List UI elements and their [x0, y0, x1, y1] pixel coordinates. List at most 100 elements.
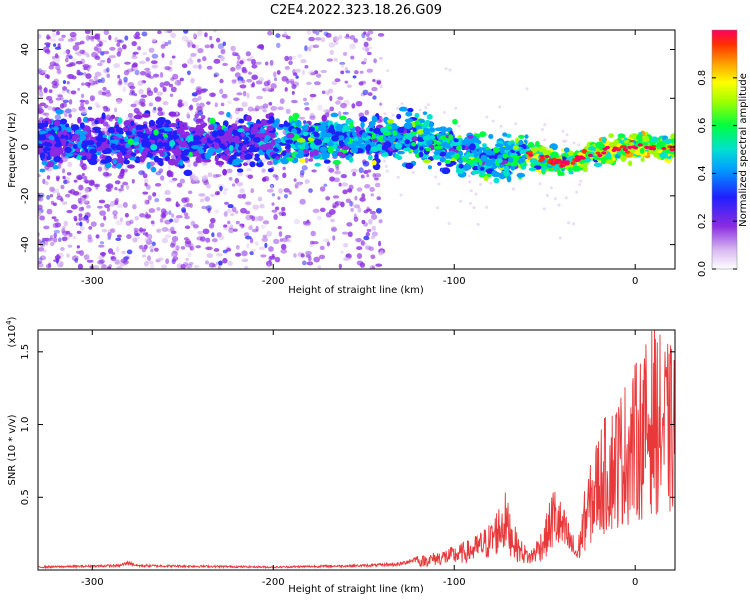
spectrogram-cell: [87, 106, 93, 110]
spectrogram-cell: [51, 32, 57, 38]
spectrogram-cell: [335, 100, 341, 105]
spectrogram-cell: [326, 241, 330, 247]
spectrogram-cell: [56, 69, 62, 75]
spectrogram-cell: [291, 55, 297, 60]
spectrogram-cell: [241, 250, 248, 257]
spectrogram-cell: [125, 184, 130, 190]
spectrogram-cell: [97, 166, 103, 172]
spectrogram-cell: [102, 86, 107, 92]
spectrogram-cell: [95, 50, 102, 54]
spectrogram-cell: [571, 165, 581, 172]
spectrogram-cell: [120, 168, 125, 174]
spectrogram-cell: [45, 161, 55, 168]
spectrogram-cell: [228, 176, 233, 181]
spectrogram-cell: [49, 241, 55, 246]
spectrogram-cell: [444, 67, 448, 71]
spectrogram-cell: [113, 63, 120, 69]
spectrogram-cell: [329, 176, 335, 182]
spectrogram-cell: [106, 107, 111, 112]
spectrogram-cell: [79, 49, 85, 55]
spectrogram-cell: [127, 138, 134, 145]
spectrogram-cell: [338, 34, 343, 40]
spectrogram-cell: [468, 180, 472, 184]
spectrogram-cell: [414, 112, 420, 119]
spectrogram-cell: [407, 107, 414, 113]
spectrogram-cell: [88, 64, 92, 69]
spectrogram-cell: [360, 121, 365, 129]
spectrogram-cell: [439, 156, 446, 163]
spectrogram-cell: [160, 175, 165, 181]
spectrogram-cell: [572, 222, 576, 226]
spectrogram-cell: [38, 68, 43, 73]
spectrogram-cell: [46, 194, 51, 200]
spectrogram-cell: [271, 202, 275, 206]
spectrogram-cell: [323, 183, 328, 187]
spectrogram-cell: [538, 145, 547, 153]
spectrogram-cell: [371, 231, 378, 237]
spectrogram-cell: [254, 143, 260, 148]
spectrogram-cell: [379, 102, 383, 106]
spectrogram-cell: [105, 172, 113, 177]
spectrogram-cell: [132, 140, 140, 146]
colorbar-tick-label: 0.2: [697, 213, 708, 229]
spectrogram-cell: [60, 138, 67, 143]
spectrogram-cell: [205, 237, 211, 243]
spectrogram-cell: [67, 73, 75, 80]
spectrogram-cell: [116, 99, 122, 105]
spectrogram-cell: [51, 216, 57, 220]
spectrogram-cell: [448, 68, 452, 72]
spectrogram-cell: [84, 187, 90, 194]
spectrogram-cell: [261, 168, 266, 173]
spectrogram-cell: [464, 153, 469, 161]
spectrogram-cell: [81, 142, 88, 149]
spectrogram-cell: [318, 254, 326, 260]
spectrogram-cell: [117, 74, 121, 79]
spectrogram-cell: [246, 168, 253, 172]
spectrogram-cell: [196, 30, 203, 37]
spectrogram-cell: [371, 265, 376, 269]
spectrogram-cell: [80, 102, 85, 107]
spectrogram-cell: [38, 33, 42, 39]
spectrogram-cell: [64, 146, 72, 154]
spectrogram-cell: [53, 155, 62, 163]
spectrogram-cell: [282, 166, 286, 171]
spectrogram-cell: [92, 80, 98, 85]
spectrogram-cell: [179, 126, 189, 130]
spectrogram-cell: [334, 201, 339, 207]
spectrogram-cell: [231, 79, 237, 84]
spectrogram-cell: [351, 103, 356, 109]
spectrogram-cell: [100, 222, 105, 228]
spectrogram-cell: [579, 179, 583, 183]
spectrogram-marks: [38, 30, 675, 269]
spectrogram-cell: [620, 154, 627, 162]
spectrogram-cell: [204, 44, 211, 49]
spectrogram-cell: [667, 145, 673, 149]
spectrogram-cell: [261, 177, 267, 182]
spectrogram-cell: [250, 188, 255, 194]
spectrogram-cell: [312, 149, 319, 156]
spectrogram-cell: [238, 79, 242, 85]
spectrogram-cell: [133, 114, 143, 120]
spectrogram-cell: [385, 169, 389, 173]
spectrogram-cell: [148, 102, 154, 107]
spectrogram-cell: [627, 160, 633, 167]
spectrogram-cell: [94, 71, 102, 77]
spectrogram-y-tick-label: 20: [20, 92, 31, 105]
spectrogram-cell: [106, 73, 111, 78]
spectrogram-cell: [319, 186, 326, 192]
spectrogram-cell: [425, 139, 433, 145]
spectrogram-cell: [259, 128, 266, 134]
spectrogram-cell: [369, 210, 377, 215]
spectrogram-cell: [51, 188, 57, 194]
spectrogram-cell: [142, 232, 148, 236]
spectrogram-cell: [211, 232, 215, 238]
spectrogram-cell: [164, 41, 169, 47]
spectrogram-cell: [291, 90, 295, 95]
spectrogram-cell: [235, 210, 239, 214]
spectrogram-cell: [575, 190, 579, 194]
spectrogram-cell: [353, 38, 358, 43]
spectrogram-cell: [72, 44, 80, 51]
spectrogram-cell: [115, 246, 120, 252]
spectrogram-cell: [114, 197, 119, 204]
spectrogram-cell: [363, 31, 367, 35]
